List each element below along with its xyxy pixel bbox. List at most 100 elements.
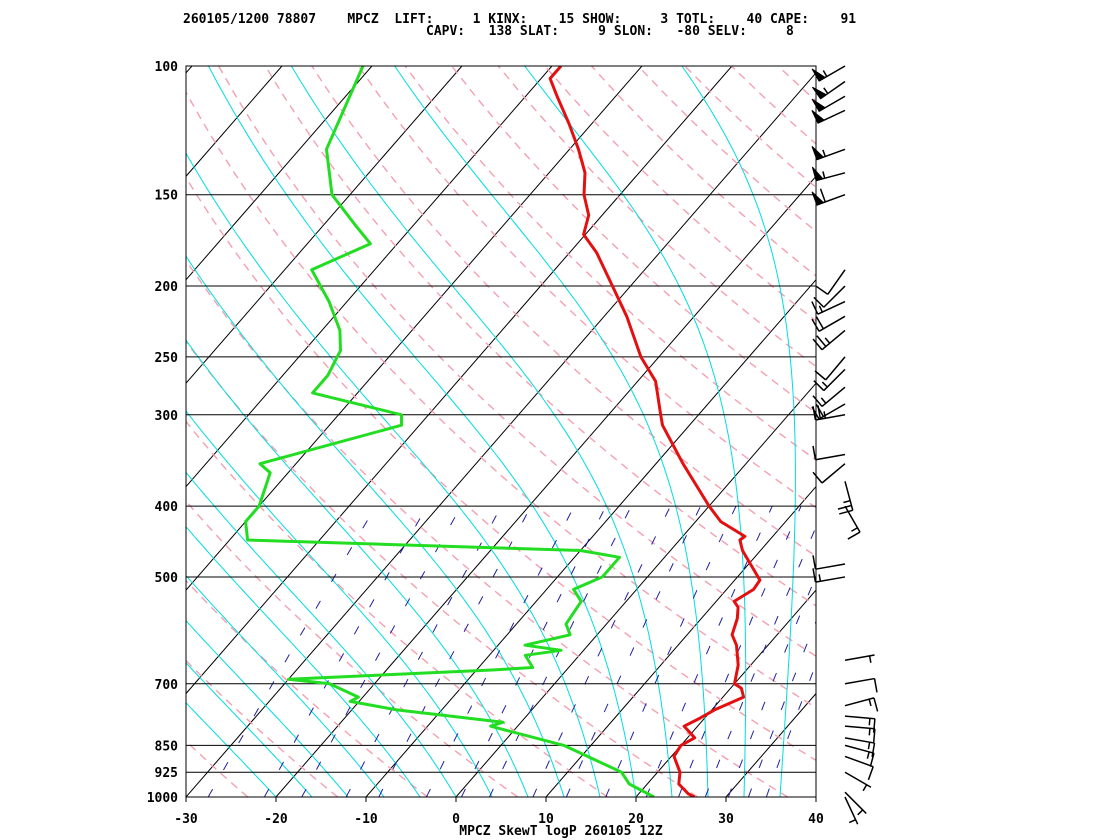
isobars	[186, 65, 816, 798]
pressure-tick-label: 300	[155, 409, 179, 424]
barb-half-flag	[851, 527, 858, 532]
isotherm	[0, 66, 12, 797]
wind-barb	[844, 677, 878, 693]
mixing-ratio-line	[727, 574, 816, 797]
barb-staff	[844, 677, 875, 685]
dry-adiabat	[404, 66, 816, 461]
wind-barb	[811, 109, 846, 124]
dry-adiabat	[311, 66, 816, 558]
barb-half-flag	[822, 70, 828, 77]
wind-barb	[844, 715, 876, 733]
barb-flag	[812, 395, 823, 407]
barb-staff	[817, 300, 846, 315]
wind-barb	[813, 285, 846, 308]
mixing-ratio-line	[704, 525, 816, 797]
barb-flag	[847, 531, 861, 540]
barb-half-flag	[843, 499, 851, 504]
chart-title: MPCZ SkewT logP 260105 12Z	[459, 824, 663, 839]
dry-adiabat	[186, 500, 519, 797]
wind-barb	[844, 654, 875, 663]
pressure-tick-label: 925	[155, 766, 178, 781]
barb-flag	[812, 568, 817, 583]
header-line-1: 260105/1200 78807 MPCZ LIFT: 1 KINX: 15 …	[183, 12, 856, 27]
barb-half-flag	[857, 809, 864, 816]
isotherm	[186, 66, 373, 281]
barb-flag	[871, 742, 876, 757]
wind-barb	[812, 445, 846, 461]
barb-pennant	[811, 109, 826, 124]
mixing-ratio-line	[747, 620, 816, 797]
barb-half-flag	[867, 742, 871, 750]
wind-barb	[844, 725, 876, 743]
barb-half-flag	[818, 305, 824, 313]
mixing-ratio-line	[207, 505, 377, 797]
barb-flag	[811, 318, 820, 332]
mixing-ratio-line	[678, 505, 802, 797]
pressure-tick-label: 700	[155, 678, 179, 693]
moist-adiabat	[186, 339, 529, 797]
temperature-profile	[548, 66, 762, 797]
barb-staff	[815, 563, 846, 570]
barb-staff	[821, 386, 846, 408]
mixing-ratio-line	[605, 505, 737, 797]
barb-flag	[872, 718, 876, 733]
pressure-tick-label: 150	[155, 189, 179, 204]
barb-pennant	[811, 86, 828, 100]
wind-barb	[814, 356, 846, 381]
wind-barb	[811, 146, 846, 161]
barb-flag	[812, 338, 823, 351]
barb-flag	[873, 697, 879, 712]
isotherm	[186, 66, 283, 178]
wind-barb	[812, 568, 846, 583]
barb-pennant	[811, 68, 827, 82]
barb-staff	[821, 463, 846, 484]
moist-adiabat	[186, 410, 493, 797]
barb-flag	[812, 471, 823, 484]
dry-adiabat	[497, 66, 816, 368]
wind-barb	[812, 329, 846, 351]
isotherm	[186, 66, 733, 695]
wind-barbs	[811, 65, 879, 825]
barb-flag	[813, 296, 825, 308]
wind-barb	[844, 737, 876, 757]
dry-adiabat	[186, 259, 789, 797]
temperature-tick-label: -20	[264, 812, 288, 827]
barb-pennant	[811, 146, 825, 161]
moist-adiabat	[208, 66, 637, 797]
isotherm	[186, 66, 553, 488]
barb-staff	[844, 755, 874, 768]
dry-adiabat	[186, 176, 816, 762]
isotherm	[365, 278, 816, 797]
barb-half-flag	[820, 397, 827, 404]
profiles	[244, 66, 762, 797]
wind-barb	[812, 386, 846, 408]
dry-adiabat	[217, 66, 816, 658]
isotherm	[186, 66, 463, 384]
dry-adiabat	[186, 90, 816, 709]
wind-barb	[811, 300, 846, 315]
moist-adiabat	[186, 471, 457, 797]
barb-flag	[814, 370, 827, 381]
isotherm	[186, 72, 816, 797]
pressure-tick-label: 250	[155, 351, 179, 366]
barb-staff	[815, 453, 846, 461]
mixing-ratio-line	[765, 662, 816, 797]
barb-pennant	[811, 166, 824, 182]
wind-barb	[811, 315, 846, 332]
wind-barb	[811, 403, 846, 420]
temperature-tick-label: -30	[174, 812, 198, 827]
dry-adiabat	[871, 66, 1120, 797]
wind-barb	[811, 80, 846, 100]
dry-adiabat	[186, 579, 429, 797]
barb-staff	[827, 269, 846, 295]
isotherm	[545, 485, 816, 797]
mixing-ratio-line	[645, 505, 773, 797]
barb-half-flag	[822, 171, 826, 179]
barb-flag	[873, 678, 878, 693]
barb-flag	[837, 504, 852, 510]
temperature-tick-label: 30	[718, 812, 734, 827]
wind-barb	[844, 755, 874, 781]
pressure-tick-label: 400	[155, 500, 179, 515]
barb-staff	[825, 356, 846, 381]
pressure-tick-label: 100	[155, 60, 179, 75]
